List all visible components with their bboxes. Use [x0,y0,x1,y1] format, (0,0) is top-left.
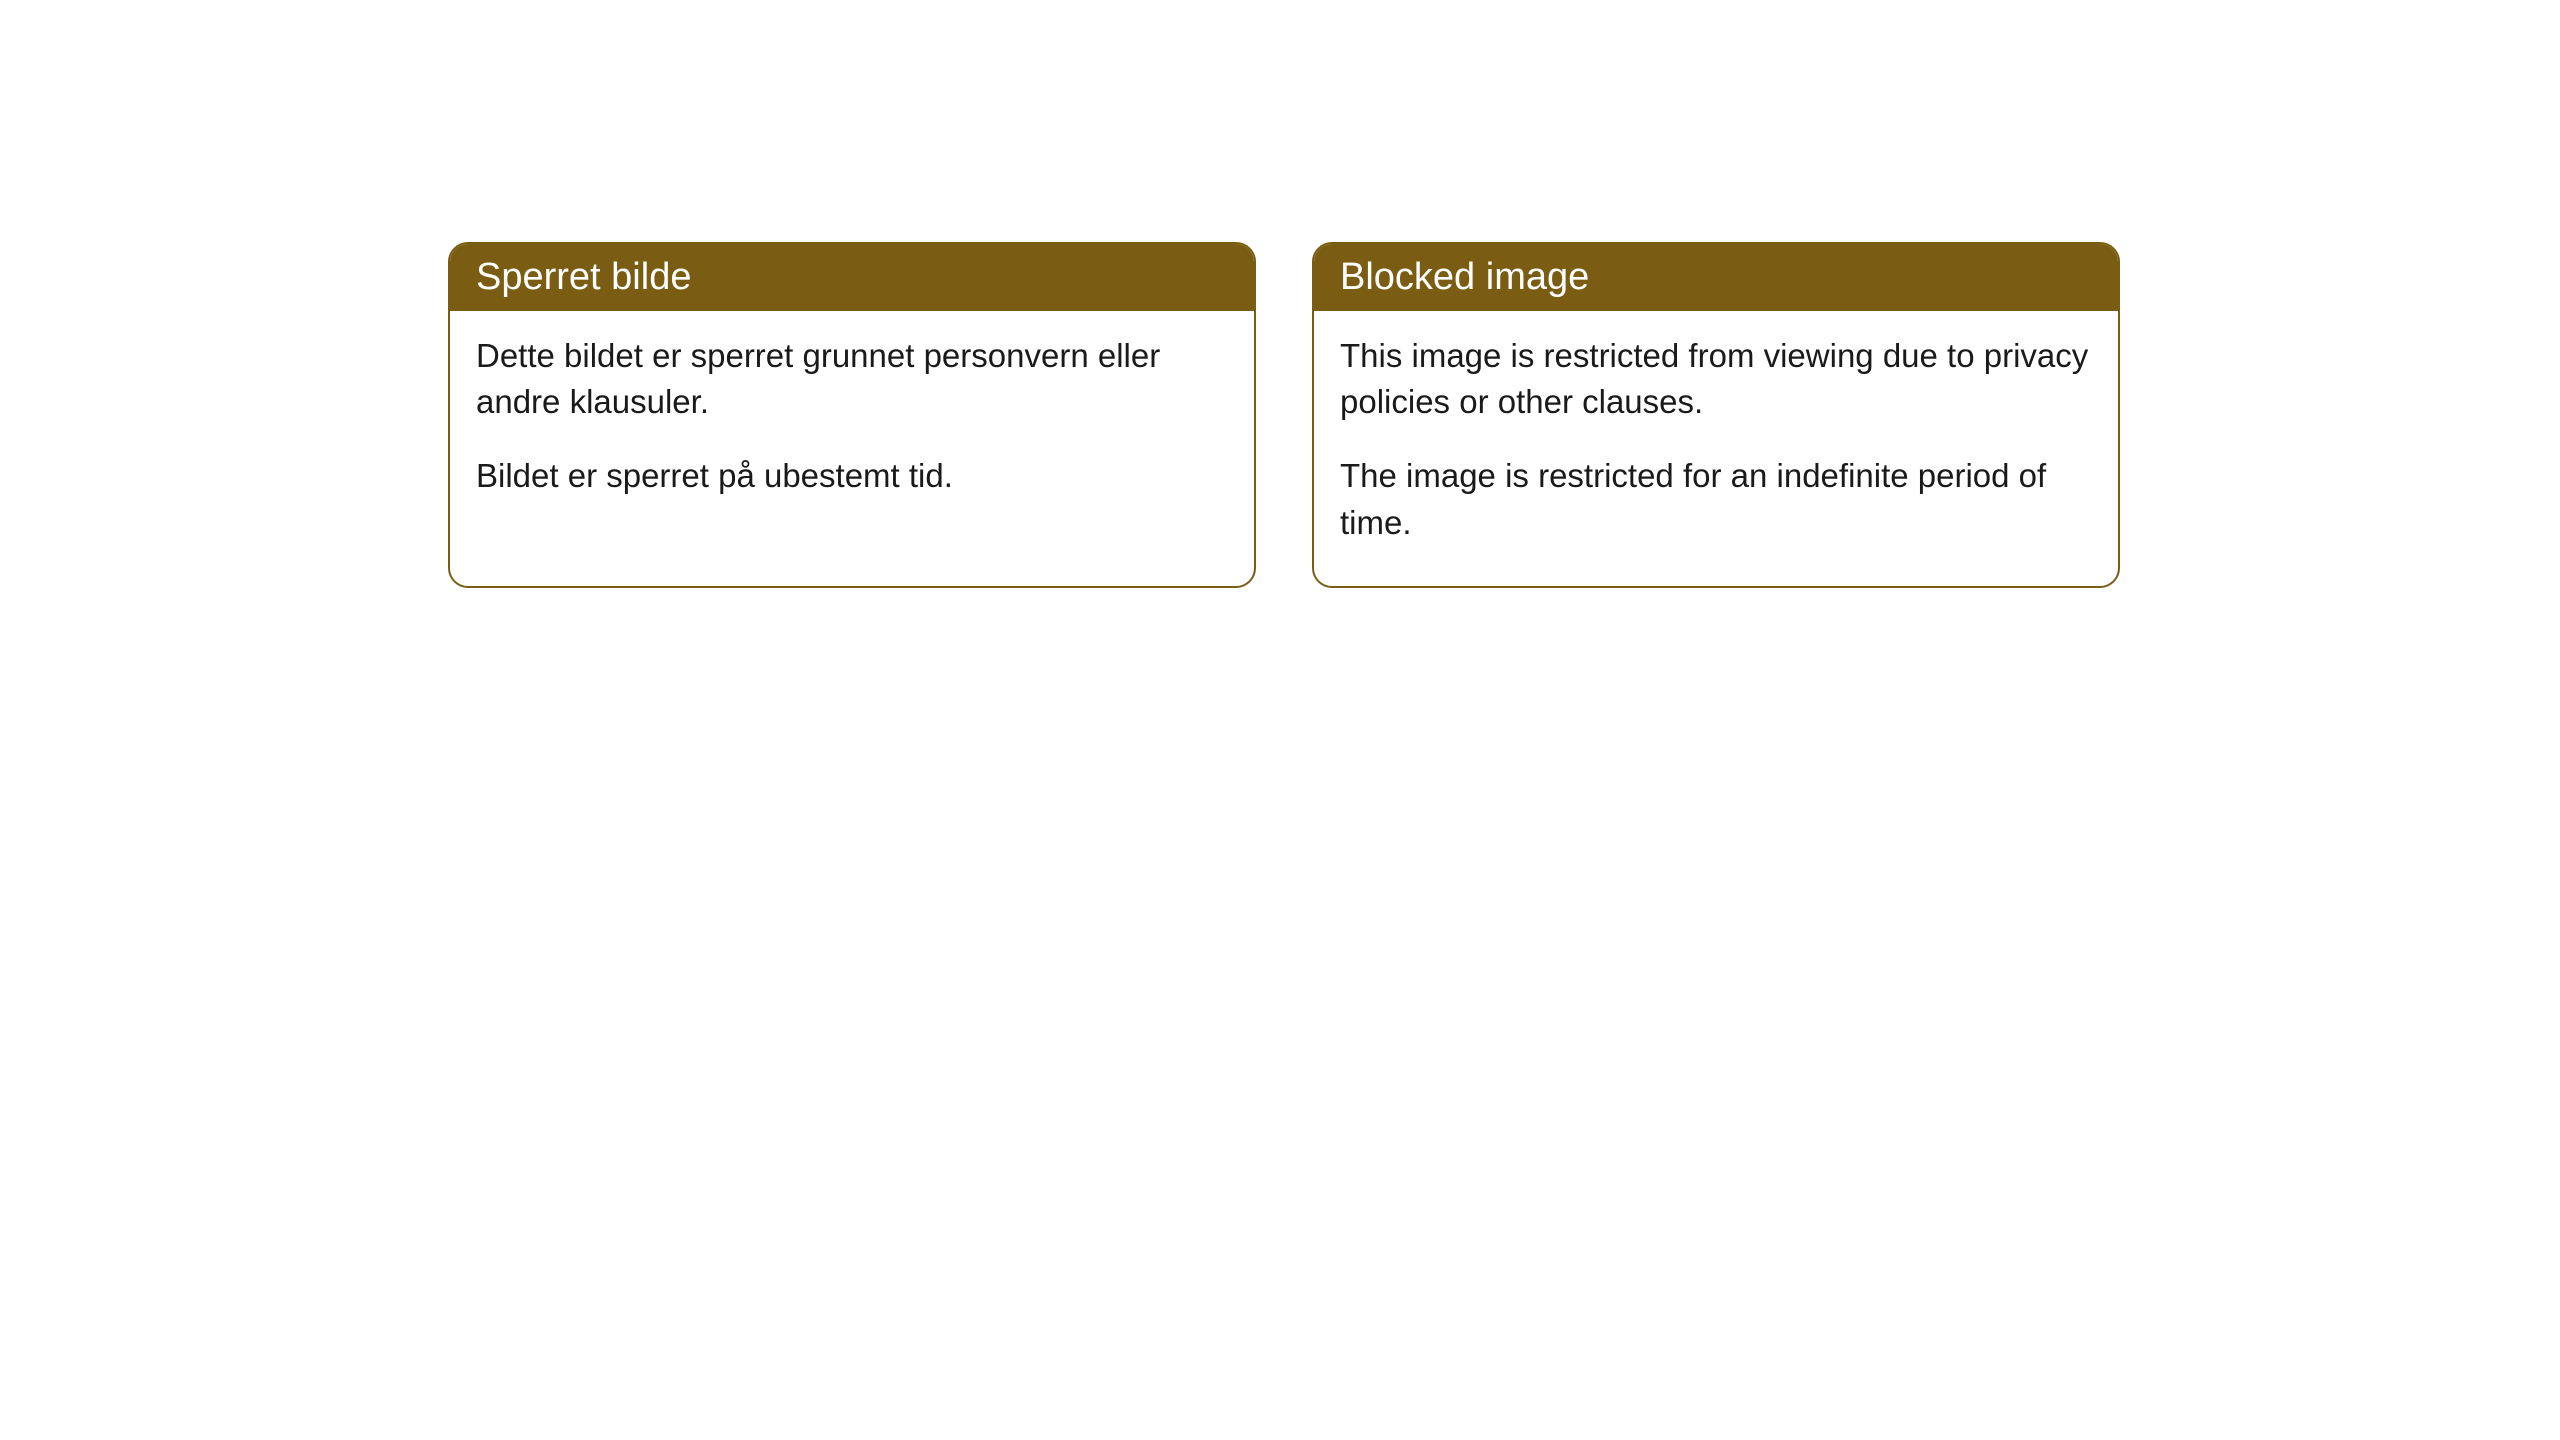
card-paragraph-2: Bildet er sperret på ubestemt tid. [476,453,1228,499]
card-body-norwegian: Dette bildet er sperret grunnet personve… [450,311,1254,540]
card-paragraph-1: This image is restricted from viewing du… [1340,333,2092,425]
card-english: Blocked image This image is restricted f… [1312,242,2120,588]
card-body-english: This image is restricted from viewing du… [1314,311,2118,586]
card-header-norwegian: Sperret bilde [450,244,1254,311]
cards-container: Sperret bilde Dette bildet er sperret gr… [448,242,2120,588]
card-paragraph-2: The image is restricted for an indefinit… [1340,453,2092,545]
card-norwegian: Sperret bilde Dette bildet er sperret gr… [448,242,1256,588]
card-paragraph-1: Dette bildet er sperret grunnet personve… [476,333,1228,425]
card-header-english: Blocked image [1314,244,2118,311]
